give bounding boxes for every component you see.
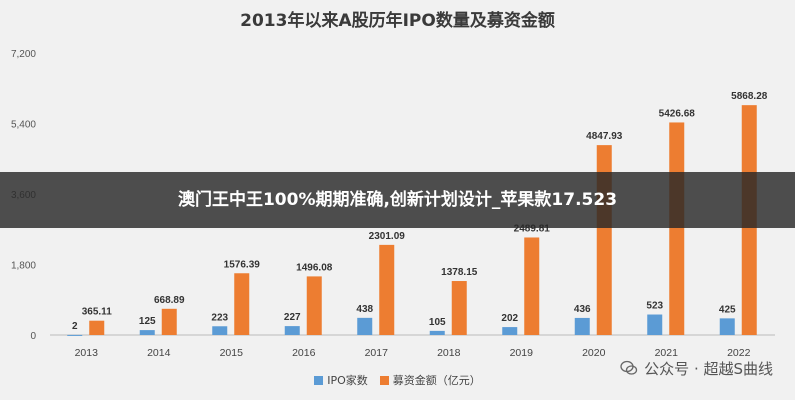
bar-amount [451,281,467,335]
x-tick-label: 2013 [75,347,99,359]
bar-ipo-count [67,334,83,336]
data-label-amount: 1496.08 [296,262,333,273]
legend-item-amount: 募资金额（亿元） [379,372,481,388]
data-label-ipo-count: 438 [356,304,373,315]
data-label-ipo-count: 125 [139,316,156,327]
data-label-amount: 1576.39 [224,259,261,270]
data-label-ipo-count: 2 [72,321,78,332]
x-tick-label: 2022 [727,347,751,359]
data-label-amount: 1378.15 [441,267,478,278]
bar-ipo-count [429,330,445,335]
legend-label-ipo-count: IPO家数 [327,374,368,387]
bar-ipo-count [574,317,590,335]
x-tick-label: 2018 [437,347,461,359]
watermark-text: 公众号 · 超越S曲线 [644,359,773,378]
data-label-ipo-count: 223 [211,312,228,323]
bar-amount [524,237,540,335]
data-label-ipo-count: 105 [429,317,446,328]
overlay-banner: 澳门王中王100%期期准确,创新计划设计_苹果款17.523 [0,172,795,228]
data-label-amount: 2301.09 [369,231,406,242]
bar-amount [669,122,685,335]
data-label-ipo-count: 425 [719,304,736,315]
legend-label-amount: 募资金额（亿元） [392,374,481,387]
x-tick-label: 2021 [655,347,679,359]
chart-title: 2013年以来A股历年IPO数量及募资金额 [240,11,555,31]
bar-amount [161,308,177,335]
data-label-amount: 5426.68 [659,108,696,119]
watermark: 公众号 · 超越S曲线 [620,357,773,379]
x-tick-label: 2019 [510,347,534,359]
legend-swatch-blue [314,375,324,385]
x-tick-label: 2014 [147,347,171,359]
bar-amount [379,244,395,335]
data-label-ipo-count: 436 [574,304,591,315]
data-label-amount: 365.11 [82,307,112,318]
data-label-ipo-count: 523 [646,301,663,312]
bar-ipo-count [502,327,518,335]
y-tick-label: 7,200 [11,49,36,60]
data-label-ipo-count: 227 [284,312,301,323]
data-label-amount: 668.89 [154,295,185,306]
data-label-ipo-count: 202 [501,313,518,324]
chart-legend: IPO家数 募资金额（亿元） [0,372,795,388]
bar-ipo-count [719,318,735,335]
data-label-amount: 4847.93 [586,131,623,142]
bar-ipo-count [647,314,663,335]
legend-item-ipo-count: IPO家数 [314,372,368,388]
x-tick-label: 2016 [292,347,316,359]
y-tick-label: 1,800 [11,261,36,272]
x-tick-label: 2015 [220,347,244,359]
bar-amount [306,276,322,335]
y-tick-label: 0 [30,331,36,342]
x-tick-label: 2017 [365,347,389,359]
banner-text: 澳门王中王100%期期准确,创新计划设计_苹果款17.523 [177,190,618,210]
data-label-amount: 2489.81 [514,223,551,234]
data-label-amount: 5868.28 [731,91,768,102]
wechat-icon [620,360,638,375]
y-tick-label: 5,400 [11,120,36,131]
bar-ipo-count [139,330,155,335]
bar-ipo-count [357,317,373,335]
x-tick-label: 2020 [582,347,606,359]
legend-swatch-orange [379,375,389,385]
bar-amount [234,273,250,335]
bar-ipo-count [284,326,300,335]
bar-amount [89,320,105,335]
bar-ipo-count [212,326,228,335]
